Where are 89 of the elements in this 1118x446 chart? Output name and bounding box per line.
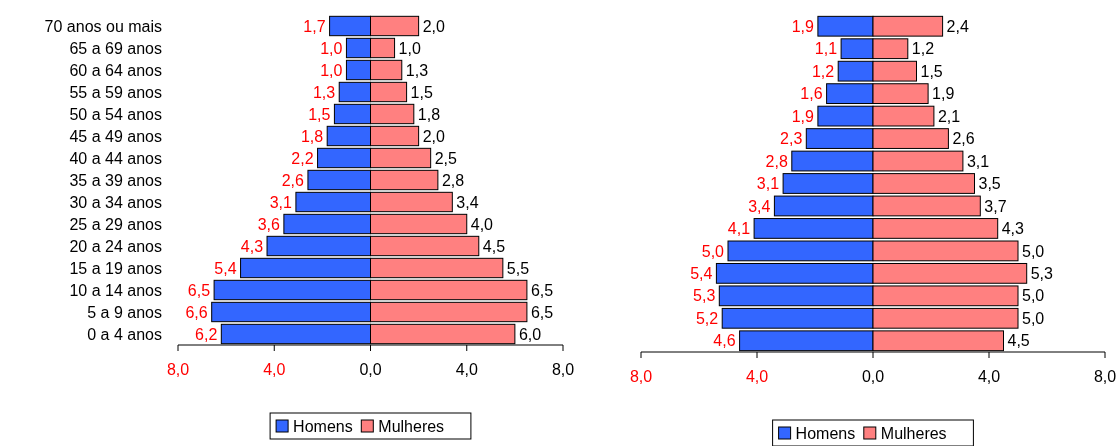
data-label: 1,7 (303, 17, 326, 35)
x-tick-label: 8,0 (1093, 368, 1117, 385)
data-label: 1,2 (911, 40, 935, 58)
x-tick-label: 4,0 (977, 368, 1001, 385)
y-tick-label: 40 a 44 anos (69, 149, 162, 167)
legend-label: Homens (795, 424, 856, 442)
data-label: 2,3 (780, 130, 803, 148)
y-tick-label: 5 a 9 anos (87, 303, 162, 321)
data-label: 1,9 (791, 107, 814, 125)
data-label: 1,8 (417, 105, 441, 123)
y-tick-label: 30 a 34 anos (69, 193, 162, 211)
data-label: 5,4 (214, 259, 237, 277)
data-label: 2,5 (434, 149, 457, 167)
data-label: 1,9 (932, 85, 955, 103)
x-tick-label: 0,0 (861, 368, 885, 385)
x-tick-label: 4,0 (455, 361, 478, 378)
data-label: 4,1 (727, 220, 751, 238)
data-label: 5,0 (701, 242, 725, 260)
y-tick-label: 10 a 14 anos (69, 281, 162, 299)
data-label: 2,8 (765, 152, 788, 170)
legend-label: Homens (293, 417, 353, 435)
data-label: 4,0 (470, 215, 494, 233)
data-label: 5,4 (690, 264, 713, 282)
data-label: 2,0 (422, 127, 445, 145)
data-label: 6,5 (530, 281, 554, 299)
data-label: 2,4 (946, 17, 969, 35)
y-tick-label: 15 a 19 anos (69, 259, 162, 277)
data-label: 1,0 (320, 39, 343, 57)
data-label: 1,5 (920, 62, 943, 80)
y-tick-label: 50 a 54 anos (69, 105, 162, 123)
data-label: 2,0 (422, 17, 445, 35)
data-label: 6,5 (187, 281, 211, 299)
legend-label: Mulheres (880, 424, 947, 442)
data-label: 2,2 (291, 149, 314, 167)
data-label: 6,2 (195, 325, 218, 343)
y-tick-label: 0 a 4 anos (87, 325, 162, 343)
y-tick-label: 70 anos ou mais (44, 17, 162, 35)
data-label: 3,1 (966, 152, 990, 170)
y-tick-label: 25 a 29 anos (69, 215, 162, 233)
data-label: 5,3 (1030, 264, 1054, 282)
data-label: 6,5 (530, 303, 554, 321)
data-label: 1,5 (308, 105, 331, 123)
data-label: 1,8 (300, 127, 324, 145)
y-tick-label: 35 a 39 anos (69, 171, 162, 189)
data-label: 5,3 (693, 287, 716, 305)
y-tick-label: 55 a 59 anos (69, 83, 162, 101)
legend-label: Mulheres (378, 417, 445, 435)
data-label: 3,5 (978, 175, 1001, 193)
data-label: 1,3 (405, 61, 429, 79)
data-label: 5,0 (1022, 309, 1045, 327)
data-label: 2,6 (952, 130, 975, 148)
data-label: 4,5 (482, 237, 506, 255)
data-label: 3,4 (748, 197, 771, 215)
x-tick-label: 8,0 (629, 368, 653, 385)
data-label: 4,6 (713, 332, 736, 350)
x-tick-label: 4,0 (745, 368, 769, 385)
x-tick-label: 8,0 (166, 361, 190, 378)
data-label: 2,1 (937, 107, 961, 125)
y-tick-label: 60 a 64 anos (69, 61, 162, 79)
data-label: 3,1 (756, 175, 780, 193)
data-label: 5,0 (1022, 287, 1045, 305)
data-label: 5,2 (695, 309, 719, 327)
data-label: 2,8 (441, 171, 465, 189)
data-label: 1,1 (814, 40, 838, 58)
data-label: 1,0 (320, 61, 343, 79)
data-label: 1,9 (791, 17, 814, 35)
data-label: 3,7 (984, 197, 1007, 215)
data-label: 2,6 (281, 171, 305, 189)
data-label: 5,5 (506, 259, 530, 277)
data-label: 1,3 (312, 83, 336, 101)
data-label: 6,0 (518, 325, 542, 343)
data-label: 1,6 (800, 85, 823, 103)
data-label: 3,4 (456, 193, 479, 211)
x-tick-label: 0,0 (359, 361, 382, 378)
data-label: 1,0 (398, 39, 421, 57)
data-label: 4,3 (240, 237, 264, 255)
data-label: 6,6 (185, 303, 208, 321)
data-label: 3,6 (257, 215, 280, 233)
y-tick-label: 65 a 69 anos (69, 39, 162, 57)
data-label: 5,0 (1022, 242, 1045, 260)
data-label: 3,1 (269, 193, 292, 211)
x-tick-label: 4,0 (263, 361, 286, 378)
data-label: 4,5 (1007, 332, 1030, 350)
data-label: 4,3 (1001, 220, 1025, 238)
y-tick-label: 45 a 49 anos (69, 127, 162, 145)
data-label: 1,5 (410, 83, 433, 101)
data-label: 1,2 (811, 62, 835, 80)
y-tick-label: 20 a 24 anos (69, 237, 162, 255)
x-tick-label: 8,0 (551, 361, 575, 378)
